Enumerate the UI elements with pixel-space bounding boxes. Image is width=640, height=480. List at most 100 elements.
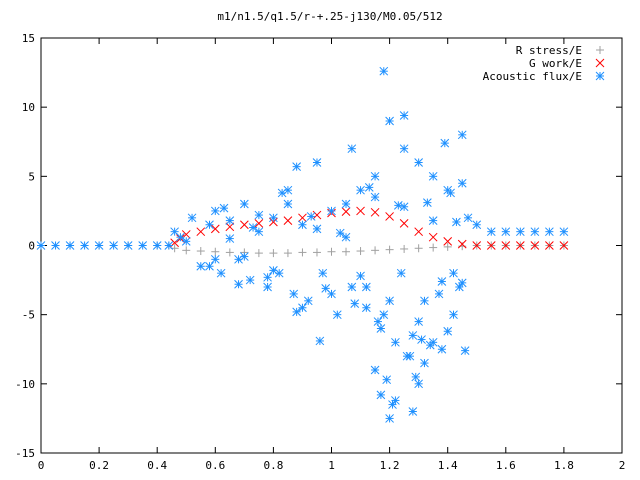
data-point xyxy=(36,241,46,250)
data-point xyxy=(382,375,392,385)
data-point xyxy=(457,278,467,288)
data-point xyxy=(457,239,467,249)
y-tick-label: -10 xyxy=(15,378,35,391)
data-point xyxy=(437,344,447,354)
data-point xyxy=(318,268,328,278)
data-point xyxy=(94,241,104,250)
data-point xyxy=(449,310,458,320)
data-point xyxy=(399,219,409,228)
data-point xyxy=(486,227,496,237)
data-point xyxy=(408,331,418,340)
series-layer xyxy=(36,66,569,423)
series-g-work-e xyxy=(170,206,569,250)
data-point xyxy=(356,206,365,216)
data-point xyxy=(414,244,423,253)
data-point xyxy=(370,207,380,217)
data-point xyxy=(239,220,249,230)
data-point xyxy=(437,277,447,286)
data-point xyxy=(434,289,444,299)
data-point xyxy=(211,247,220,256)
data-point xyxy=(138,241,148,250)
data-point xyxy=(254,227,264,237)
data-point xyxy=(65,241,75,250)
data-point xyxy=(269,213,278,223)
chart-title: m1/n1.5/q1.5/r-+.25-j130/M0.05/512 xyxy=(217,10,442,23)
data-point xyxy=(414,158,424,167)
data-point xyxy=(216,268,226,278)
data-point xyxy=(402,351,412,361)
data-point xyxy=(289,289,299,299)
data-point xyxy=(225,216,235,225)
data-point xyxy=(283,216,293,225)
data-point xyxy=(364,183,374,192)
data-point xyxy=(376,324,386,333)
x-tick-label: 0.8 xyxy=(263,459,283,472)
data-point xyxy=(196,227,206,237)
data-point xyxy=(429,243,438,252)
data-point xyxy=(393,201,403,210)
x-tick-label: 2 xyxy=(619,459,626,472)
data-point xyxy=(400,244,409,253)
data-point xyxy=(391,396,400,405)
data-point xyxy=(385,245,394,254)
data-point xyxy=(292,307,301,317)
data-point xyxy=(196,261,206,271)
data-point xyxy=(399,202,409,212)
data-point xyxy=(370,192,380,202)
data-point xyxy=(385,212,394,221)
data-point xyxy=(408,407,418,416)
data-point xyxy=(315,336,325,346)
data-point xyxy=(379,310,389,320)
data-point xyxy=(501,227,511,237)
data-point xyxy=(443,236,453,246)
data-point xyxy=(472,241,482,250)
data-point xyxy=(219,203,229,213)
y-tick-label: 0 xyxy=(28,240,35,253)
data-point xyxy=(176,232,185,242)
data-point xyxy=(303,296,313,306)
data-point xyxy=(423,198,432,207)
data-point xyxy=(335,228,345,238)
data-point xyxy=(292,162,301,172)
data-point xyxy=(123,241,133,250)
data-point xyxy=(373,317,383,326)
data-point xyxy=(356,247,365,256)
data-point xyxy=(440,138,450,148)
legend-label: Acoustic flux/E xyxy=(483,70,582,83)
data-point xyxy=(269,217,278,227)
data-point xyxy=(443,326,453,336)
data-point xyxy=(370,365,380,375)
data-point xyxy=(283,249,292,258)
data-point xyxy=(263,282,272,292)
data-point xyxy=(248,223,258,232)
data-point xyxy=(341,232,351,242)
data-point xyxy=(452,217,461,227)
data-point xyxy=(376,390,386,400)
data-point xyxy=(356,271,365,281)
data-point xyxy=(298,220,307,230)
data-point xyxy=(371,246,380,255)
data-point xyxy=(321,284,331,293)
data-point xyxy=(486,241,496,250)
data-point xyxy=(347,282,357,292)
data-point xyxy=(414,379,424,389)
data-point xyxy=(425,340,435,350)
x-tick-label: 1.2 xyxy=(380,459,400,472)
data-point xyxy=(411,372,421,382)
data-point xyxy=(210,224,220,234)
y-tick-label: 5 xyxy=(28,170,35,183)
data-point xyxy=(449,268,458,278)
data-point xyxy=(396,268,406,278)
data-point xyxy=(457,178,467,188)
data-point xyxy=(399,111,409,120)
data-point xyxy=(283,199,293,209)
data-point xyxy=(460,346,470,355)
x-tick-label: 0 xyxy=(38,459,45,472)
data-point xyxy=(385,116,394,126)
data-point xyxy=(341,207,351,216)
data-point xyxy=(559,241,569,250)
data-point xyxy=(332,310,342,320)
legend-marker xyxy=(595,71,605,81)
